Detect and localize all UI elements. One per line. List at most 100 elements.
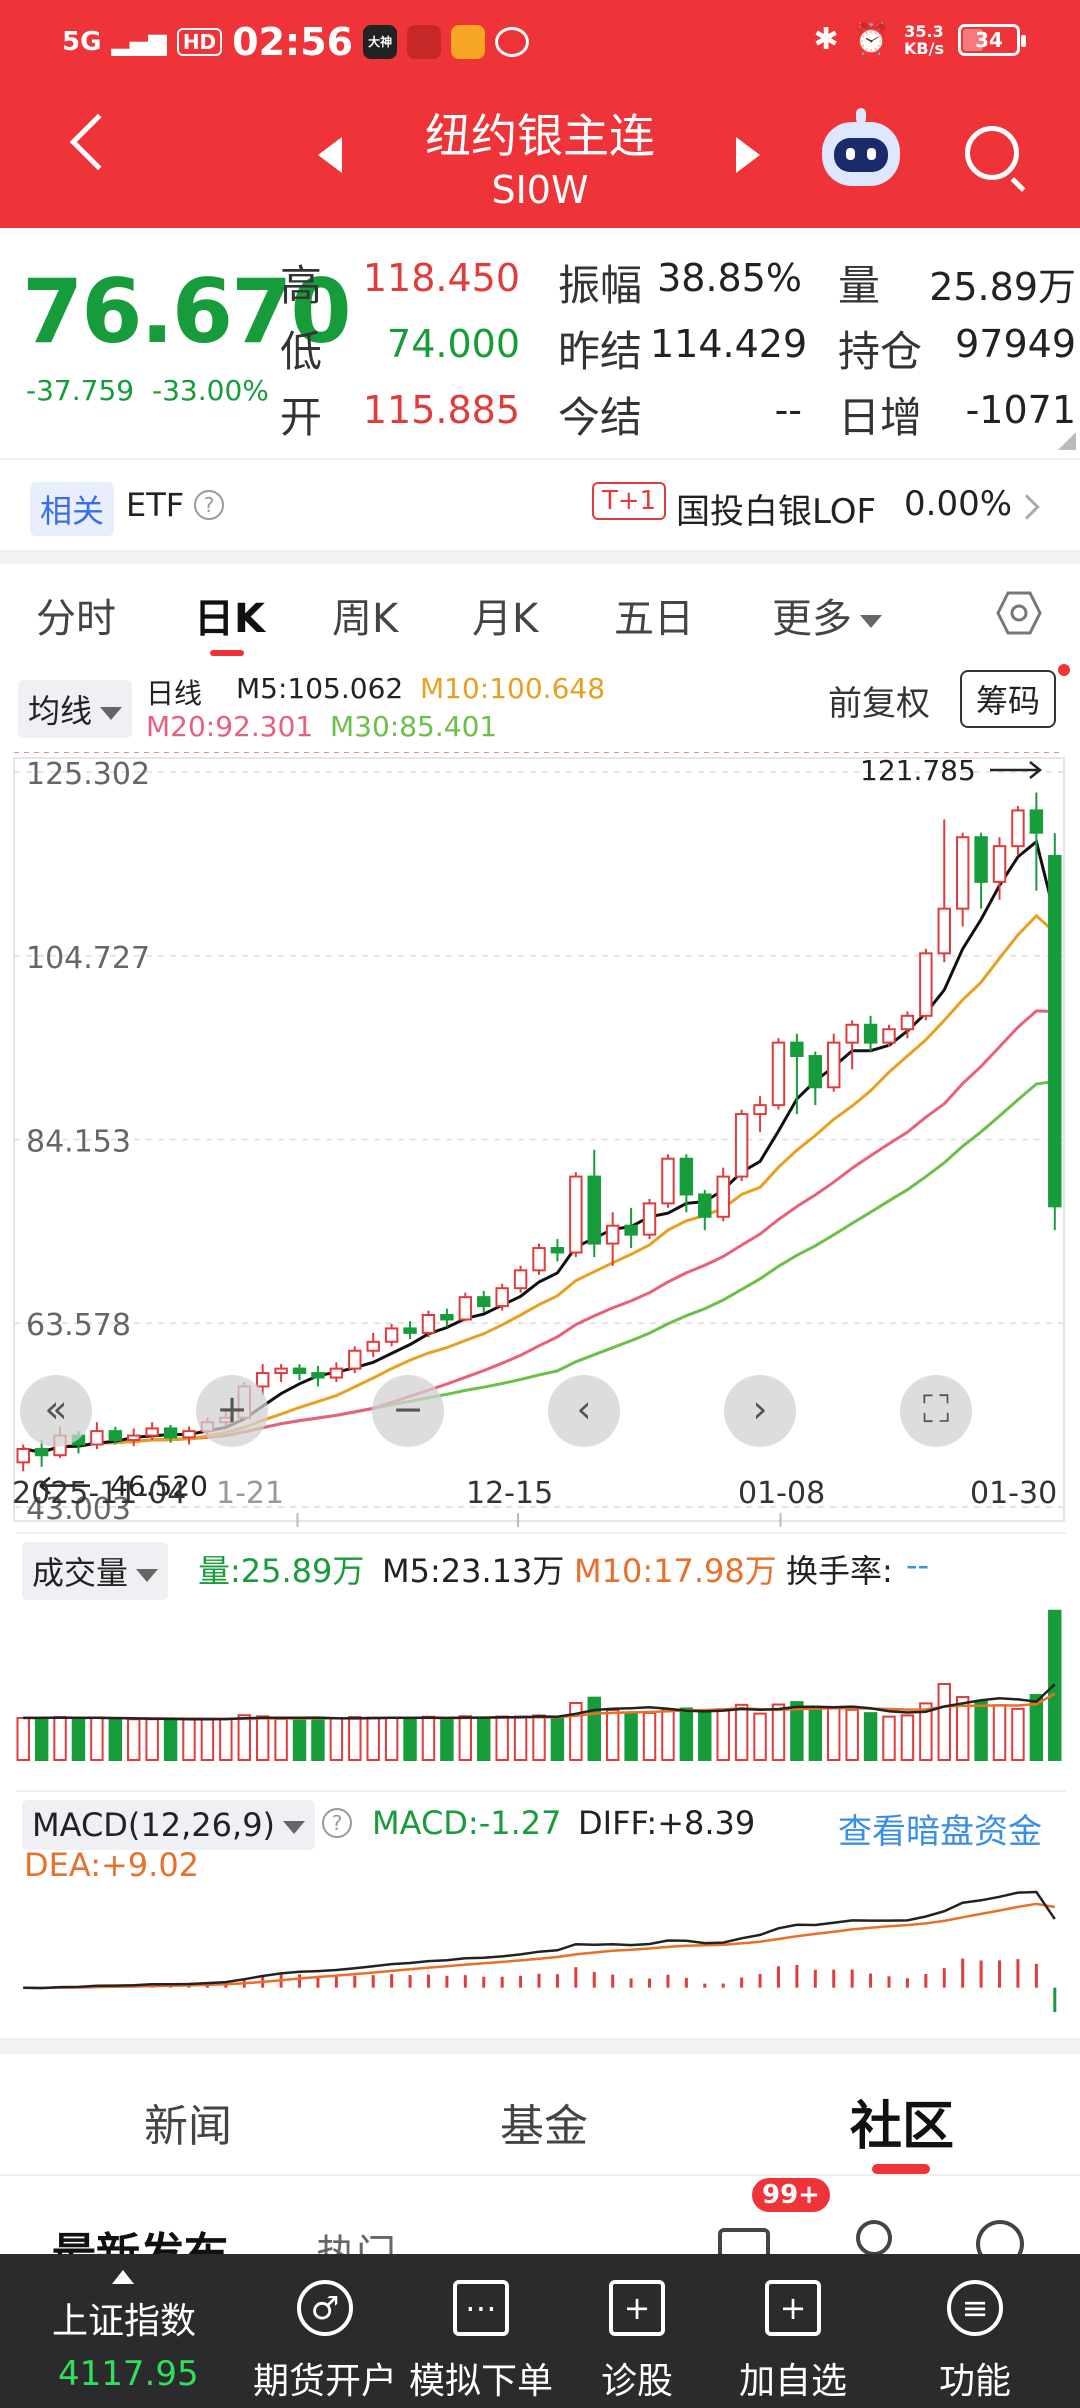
kline-chart[interactable]: 125.302 104.727 84.153 63.578 43.003 121.785… <box>0 752 1080 1592</box>
candle <box>698 1189 712 1231</box>
candle <box>34 1440 49 1467</box>
network-indicator: 5G <box>62 27 102 57</box>
wechat-icon <box>495 27 530 57</box>
tab-intraday[interactable]: 分时 <box>36 596 116 642</box>
refresh-icon[interactable] <box>976 2220 1024 2268</box>
nav-diagnose[interactable]: + 诊股 <box>552 2254 722 2408</box>
volume-bar <box>421 1715 436 1761</box>
volume-bar <box>845 1708 859 1762</box>
candle <box>16 1444 30 1472</box>
candle <box>605 1212 620 1266</box>
candle <box>919 948 933 1021</box>
next-contract-icon[interactable] <box>736 137 760 173</box>
nav-sim-order[interactable]: ⋯ 模拟下单 <box>396 2254 566 2408</box>
dark-pool-link[interactable]: 查看暗盘资金 <box>838 1812 1042 1852</box>
nav-functions[interactable]: ≡ 功能 <box>890 2254 1060 2408</box>
candle <box>771 1038 786 1110</box>
chips-button[interactable]: 筹码 <box>960 670 1057 728</box>
etf-link[interactable]: ETF <box>126 486 185 524</box>
candle <box>90 1422 104 1449</box>
active-tab-indicator <box>872 2164 930 2174</box>
diff-line <box>23 1890 1056 1990</box>
chevron-left-icon: ‹ <box>576 1387 592 1431</box>
candle-body <box>108 1430 123 1442</box>
tab-monthly-k[interactable]: 月K <box>472 596 539 642</box>
help-icon[interactable]: ? <box>194 490 224 520</box>
nav-open-account[interactable]: ♂ 期货开户 <box>240 2254 410 2408</box>
fullscreen-button[interactable]: ⛶ <box>900 1375 972 1447</box>
status-bar: 5G ▂▄▆ HD 02:56 大神 ✱ ⏰ 35.3 KB/s 34 <box>0 0 1080 84</box>
candle-body <box>274 1367 288 1375</box>
ai-assistant-icon[interactable] <box>822 108 900 186</box>
candle-body <box>790 1041 804 1058</box>
volume-bar <box>532 1714 546 1761</box>
settle-value: -- <box>774 388 802 432</box>
volume-chart[interactable] <box>0 1596 1080 1766</box>
tab-more[interactable]: 更多 <box>772 586 882 644</box>
jump-start-button[interactable]: « <box>20 1375 92 1447</box>
volume-bar <box>108 1718 123 1761</box>
volume-bar <box>219 1718 233 1761</box>
bottom-nav: 上证指数 4117.95 ♂ 期货开户 ⋯ 模拟下单 + 诊股 + 加自选 ≡ … <box>0 2254 1080 2408</box>
tab-news[interactable]: 新闻 <box>144 2101 232 2152</box>
open-label: 开 <box>280 393 323 442</box>
t1-badge: T+1 <box>592 482 667 520</box>
scroll-left-button[interactable]: ‹ <box>548 1375 620 1447</box>
expand-corner-icon[interactable] <box>1058 432 1076 450</box>
macd-chart[interactable] <box>0 1882 1080 2022</box>
zoom-in-button[interactable]: + <box>196 1375 268 1447</box>
related-fund-name[interactable]: 国投白银LOF <box>676 492 877 532</box>
ma-indicator-dropdown[interactable]: 均线 <box>18 680 133 738</box>
candle-body <box>440 1314 454 1321</box>
y-tick-label: 125.302 <box>26 757 150 792</box>
candle-body <box>163 1427 178 1439</box>
user-icon[interactable] <box>856 2220 892 2256</box>
volume-bar <box>937 1682 951 1761</box>
tab-weekly-k[interactable]: 周K <box>332 596 399 642</box>
candle-body <box>348 1349 362 1370</box>
line-type-label: 日线 <box>146 677 203 710</box>
chevron-right-icon[interactable] <box>1014 494 1040 520</box>
volume-bar <box>919 1702 933 1761</box>
candle <box>734 1109 749 1182</box>
tab-five-day[interactable]: 五日 <box>614 596 694 642</box>
previous-contract-icon[interactable] <box>318 137 342 173</box>
candle <box>882 1024 896 1048</box>
search-icon[interactable] <box>965 126 1019 180</box>
open-value: 115.885 <box>362 388 520 432</box>
nav-add-watchlist[interactable]: + 加自选 <box>708 2254 878 2408</box>
help-icon[interactable]: ? <box>322 1808 352 1838</box>
prev-settle-value: 114.429 <box>650 322 808 366</box>
volume-indicator-dropdown[interactable]: 成交量 <box>22 1542 169 1600</box>
tab-community[interactable]: 社区 <box>850 2097 955 2157</box>
candle <box>182 1426 196 1445</box>
app-notification-icon: 大神 <box>363 25 398 59</box>
nav-label: 模拟下单 <box>408 2361 553 2402</box>
back-arrow-icon[interactable] <box>69 113 127 171</box>
jump-start-icon: « <box>44 1387 68 1431</box>
zoom-out-button[interactable]: − <box>372 1375 444 1447</box>
adjust-mode[interactable]: 前复权 <box>828 684 930 724</box>
candle-body <box>900 1014 915 1031</box>
tab-funds[interactable]: 基金 <box>500 2101 588 2152</box>
y-tick-label: 43.003 <box>26 1492 131 1527</box>
index-ticker[interactable]: 上证指数 4117.95 <box>0 2254 250 2408</box>
candle-body <box>182 1430 196 1439</box>
tab-daily-k[interactable]: 日K <box>194 596 265 642</box>
candle-body <box>716 1175 730 1218</box>
macd-indicator-label: MACD(12,26,9) <box>32 1806 276 1844</box>
volume-bar <box>605 1708 620 1761</box>
y-tick-label: 84.153 <box>26 1124 131 1159</box>
macd-value: MACD:-1.27 <box>372 1804 562 1842</box>
volume-ma10: M10:17.98万 <box>574 1552 777 1590</box>
ma10-line <box>22 913 1056 1454</box>
candle-body <box>403 1327 417 1334</box>
scroll-right-button[interactable]: › <box>724 1375 796 1447</box>
candle <box>255 1364 270 1396</box>
candle <box>108 1426 123 1445</box>
chart-settings-icon[interactable] <box>996 590 1042 636</box>
x-tick-label: 12-15 <box>466 1476 554 1511</box>
candle-body <box>992 845 1007 883</box>
macd-indicator-dropdown[interactable]: MACD(12,26,9) <box>22 1800 316 1850</box>
volume-bar <box>366 1716 380 1762</box>
